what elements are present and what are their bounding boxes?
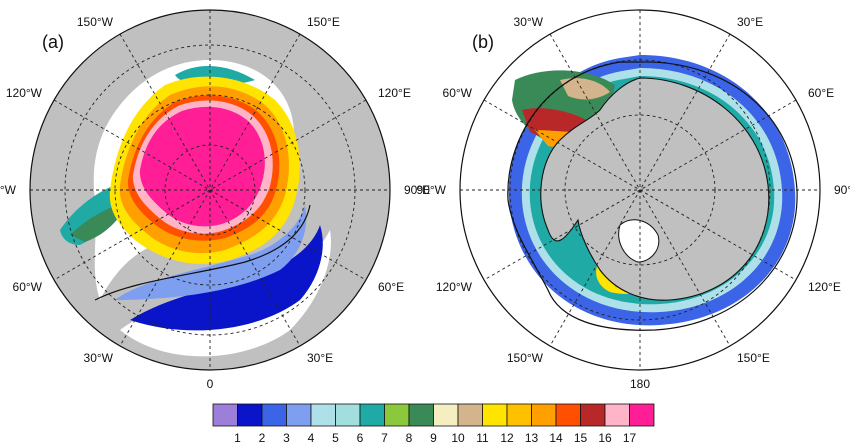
colorbar-tick-label: 12 [500,431,514,445]
antarctic-contour [507,61,798,331]
longitude-label: 30°E [307,351,333,365]
colorbar-tick-label: 17 [623,431,637,445]
colorbar-tick-label: 2 [259,431,266,445]
longitude-label: 120°W [6,86,43,100]
colorbar-swatch [482,403,508,427]
longitude-label: 120°E [378,86,411,100]
colorbar-swatch [457,403,483,427]
longitude-label: 120°W [436,280,473,294]
colorbar-swatch [310,403,336,427]
antarctic-weddell-tan [560,78,610,100]
colorbar-tick-label: 14 [549,431,563,445]
antarctic-ross-shelf [618,219,660,263]
colorbar-tick-label: 15 [574,431,588,445]
panel-label-b: (b) [472,32,494,52]
colorbar-tick-label: 8 [406,431,413,445]
antarctica-land [540,77,770,301]
colorbar-tick-label: 9 [430,431,437,445]
panel-label-a: (a) [42,32,64,52]
longitude-label: 150°E [307,15,340,29]
longitude-label: 60°E [378,280,404,294]
longitude-label: 180 [200,0,220,3]
colorbar-tick-label: 10 [451,431,465,445]
longitude-label: 150°E [737,351,770,365]
longitude-label: 90°W [0,183,17,197]
colorbar-swatch [261,403,287,427]
antarctic-longitude-labels: 0 30°E 60°E 90°E 120°E 150°E 180 150°W 120°W 90°W… [417,0,850,391]
colorbar-swatch [433,403,459,427]
arctic-boundary [29,9,391,371]
longitude-label: 90°E [834,183,850,197]
colorbar-tick-label: 13 [525,431,539,445]
arctic-map: (a) 180 150°E 120°E 90°E 60°E 30°E 0 30°W 60°W 90… [0,0,430,391]
arctic-graticule [30,10,390,370]
colorbar-tick-label: 4 [308,431,315,445]
colorbar-swatch [555,403,581,427]
antarctic-graticule [460,10,820,370]
colorbar-swatch [212,403,238,427]
colorbar-tick-label: 3 [283,431,290,445]
colorbar-swatch [580,403,606,427]
colorbar-tick-label: 5 [332,431,339,445]
longitude-label: 0 [637,0,644,3]
longitude-label: 30°W [514,15,544,29]
colorbar-swatch [604,403,630,427]
colorbar-tick-label: 16 [598,431,612,445]
antarctic-boundary [459,9,821,371]
arctic-longitude-labels: 180 150°E 120°E 90°E 60°E 30°E 0 30°W 60°W 90°W 12… [0,0,430,391]
longitude-label: 150°W [507,351,544,365]
longitude-label: 120°E [808,280,841,294]
arctic-ice-lightblue [115,205,307,300]
colorbar-swatch [335,403,361,427]
colorbar-swatch [531,403,557,427]
longitude-label: 60°W [13,280,43,294]
colorbar-swatch [359,403,385,427]
longitude-label: 0 [207,377,214,391]
longitude-label: 90°E [404,183,430,197]
colorbar-tick-label: 11 [476,431,489,445]
longitude-label: 150°W [77,15,114,29]
longitude-label: 90°W [417,183,447,197]
longitude-label: 60°E [808,86,834,100]
colorbar-tick-label: 1 [234,431,241,445]
colorbar-swatch [408,403,434,427]
colorbar-swatch [506,403,532,427]
colorbar-swatch [629,403,655,427]
colorbar: 1 2 3 4 5 6 7 8 9 10 11 12 13 14 15 16 17 [212,403,655,445]
colorbar-swatch [237,403,263,427]
longitude-label: 30°W [84,351,114,365]
arctic-ice-teal [60,65,255,245]
antarctic-map: (b) 0 30°E 60°E 90°E 120°E 150°E 180 150°W 120°W… [417,0,850,391]
longitude-label: 180 [630,377,650,391]
colorbar-swatch [384,403,410,427]
arctic-contour [94,204,311,301]
colorbar-tick-label: 6 [357,431,364,445]
colorbar-tick-label: 7 [381,431,388,445]
longitude-label: 30°E [737,15,763,29]
longitude-label: 60°W [443,86,473,100]
arctic-ice-blue [130,225,323,331]
arctic-ice-magenta [139,106,265,227]
colorbar-swatch [286,403,312,427]
